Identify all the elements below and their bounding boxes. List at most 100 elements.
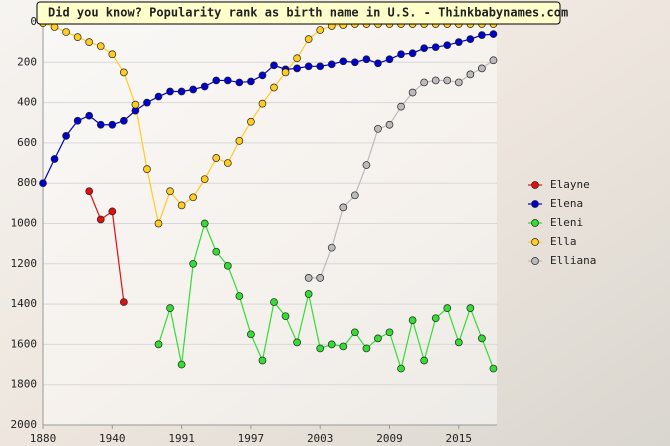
data-point (466, 304, 475, 312)
legend-marker (531, 238, 539, 246)
x-tick-label: 1940 (99, 432, 126, 445)
data-point (119, 116, 128, 125)
data-point (327, 60, 336, 69)
legend-label: Ella (550, 235, 577, 248)
data-point (304, 274, 313, 282)
data-point (385, 120, 394, 129)
data-point (281, 68, 290, 77)
data-point (258, 71, 267, 80)
data-point (85, 187, 94, 196)
data-point (420, 78, 428, 87)
data-point (143, 98, 151, 107)
x-tick-label: 1880 (30, 432, 57, 445)
data-point (339, 342, 348, 351)
legend-label: Eleni (550, 216, 583, 229)
data-point (327, 243, 336, 252)
data-point (85, 111, 94, 120)
data-point (223, 159, 232, 167)
data-point (189, 85, 197, 94)
data-point (489, 56, 498, 65)
x-tick-label: 1997 (238, 432, 265, 445)
x-tick-label: 2015 (446, 432, 473, 445)
data-point (478, 64, 486, 73)
data-point (443, 304, 452, 312)
data-point (316, 344, 325, 353)
legend-marker (531, 200, 539, 208)
data-point (270, 298, 278, 306)
data-point (177, 360, 186, 369)
data-point (154, 340, 163, 349)
data-point (154, 219, 163, 228)
y-tick-label: 1600 (11, 337, 38, 350)
y-tick-label: 1200 (11, 257, 38, 270)
data-point (304, 62, 313, 71)
data-point (270, 61, 278, 70)
title-box (36, 1, 561, 25)
data-point (339, 203, 348, 212)
data-point (408, 316, 417, 325)
data-point (454, 338, 463, 347)
data-point (397, 102, 405, 111)
data-point (489, 30, 498, 38)
data-point (431, 43, 440, 52)
data-point (96, 120, 105, 129)
data-point (374, 334, 382, 343)
data-point (223, 76, 232, 85)
data-point (351, 191, 359, 200)
data-point (166, 187, 174, 196)
data-point (397, 50, 405, 59)
data-point (466, 70, 475, 79)
data-point (351, 58, 359, 67)
data-point (316, 26, 325, 34)
data-point (408, 88, 417, 97)
x-tick-label: 1991 (168, 432, 195, 445)
y-tick-label: 1000 (11, 217, 38, 230)
data-point (212, 76, 221, 85)
y-tick-label: 400 (17, 96, 37, 109)
y-tick-label: 0 (30, 15, 37, 28)
data-point (108, 207, 117, 216)
data-point (374, 59, 382, 68)
data-point (327, 340, 336, 349)
data-point (247, 117, 255, 126)
legend-label: Elliana (550, 254, 596, 267)
data-point (212, 154, 221, 162)
data-point (397, 364, 405, 373)
data-point (200, 82, 209, 91)
data-point (108, 50, 117, 59)
data-point (166, 304, 174, 312)
data-point (431, 76, 440, 85)
data-point (50, 155, 59, 163)
data-point (443, 76, 452, 85)
data-point (385, 55, 394, 64)
data-point (247, 330, 255, 339)
data-point (200, 175, 209, 184)
data-point (443, 41, 452, 50)
legend-marker (531, 219, 539, 227)
legend-marker (531, 181, 539, 189)
data-point (270, 83, 278, 92)
data-point (351, 328, 359, 337)
y-tick-label: 200 (17, 55, 37, 68)
legend-marker (531, 257, 539, 265)
data-point (362, 55, 371, 64)
data-point (189, 193, 197, 202)
data-point (39, 179, 47, 188)
data-point (73, 116, 82, 125)
data-point (293, 64, 301, 73)
data-point (408, 49, 417, 58)
data-point (108, 120, 117, 129)
data-point (235, 292, 244, 300)
data-point (50, 23, 59, 31)
data-point (478, 31, 486, 39)
data-point (131, 100, 140, 109)
data-point (454, 78, 463, 87)
data-point (420, 44, 428, 53)
series-line (88, 191, 125, 303)
legend-label: Elena (550, 197, 583, 210)
data-point (281, 312, 290, 321)
data-point (143, 165, 151, 173)
data-point (466, 35, 475, 43)
data-point (212, 247, 221, 256)
